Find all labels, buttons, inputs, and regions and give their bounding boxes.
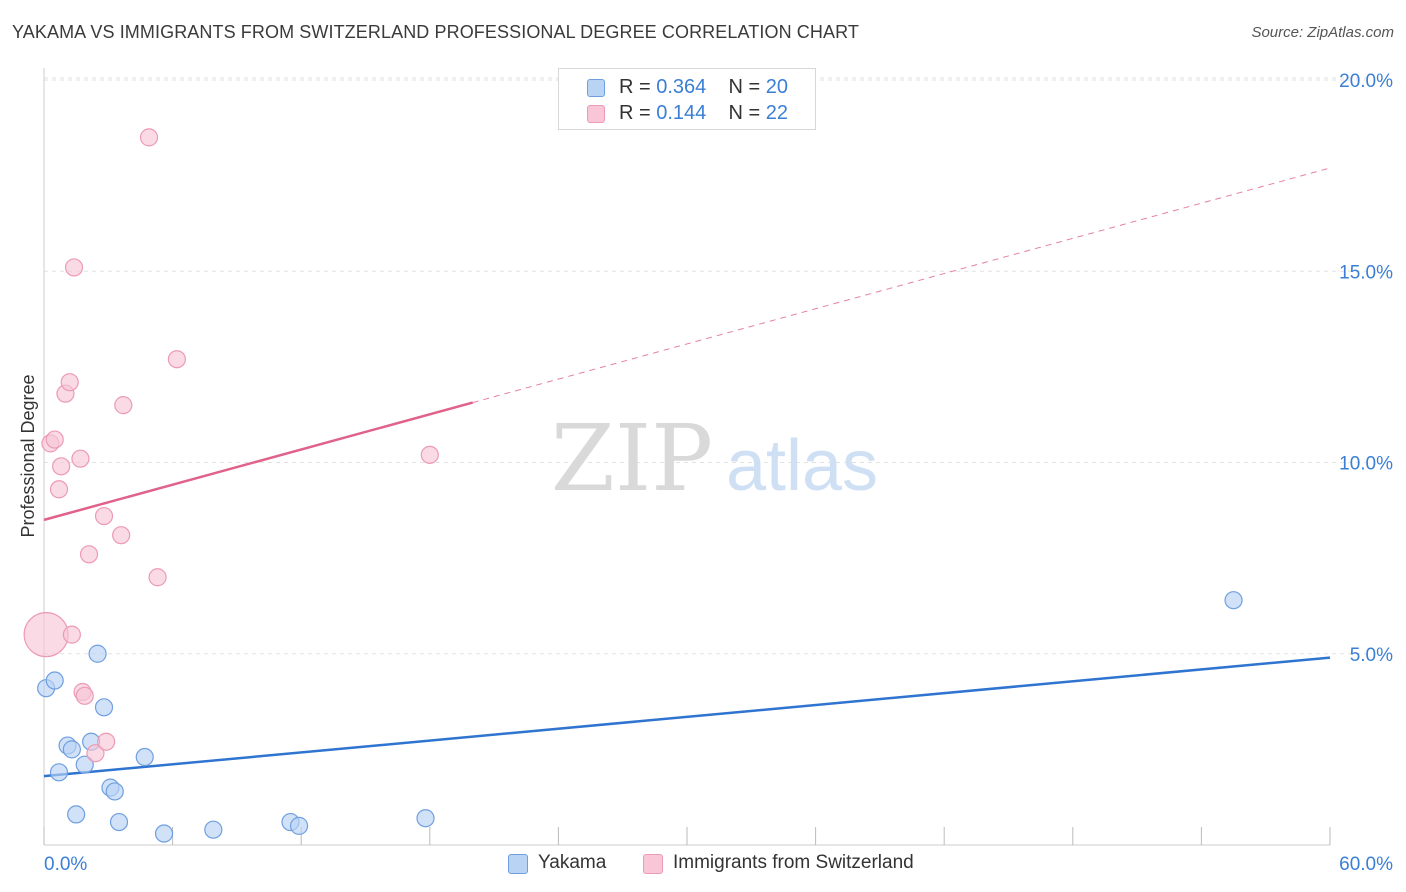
- data-point-yakama: [105, 782, 124, 801]
- data-point-switzerland: [64, 258, 84, 277]
- trend-line-solid-switzerland: [43, 401, 473, 522]
- data-point-yakama: [154, 824, 174, 843]
- data-point-yakama: [1224, 591, 1243, 610]
- legend-swatch-yakama: [587, 79, 605, 97]
- data-point-yakama: [416, 809, 435, 828]
- legend-n-value: 22: [765, 102, 789, 124]
- data-point-yakama: [45, 671, 64, 690]
- data-point-switzerland: [23, 612, 69, 658]
- data-point-switzerland: [71, 449, 90, 468]
- y-tick-label: 20.0%: [1339, 71, 1393, 92]
- legend-n-label: N =: [728, 76, 761, 98]
- y-axis-label: Professional Degree: [18, 374, 38, 537]
- watermark: ZIP atlas: [551, 405, 878, 512]
- legend-r-label: R =: [619, 76, 651, 98]
- data-point-yakama: [289, 816, 309, 835]
- data-point-yakama: [135, 747, 154, 767]
- y-tick-label: 15.0%: [1339, 262, 1393, 283]
- data-point-switzerland: [167, 350, 186, 369]
- data-point-switzerland: [60, 373, 79, 392]
- legend-r-value: 0.144: [656, 102, 707, 124]
- data-point-yakama: [204, 820, 223, 839]
- data-point-switzerland: [79, 545, 99, 564]
- correlation-legend: R = 0.364 N = 20 R = 0.144 N = 22: [558, 68, 816, 130]
- data-point-switzerland: [49, 480, 69, 499]
- data-point-switzerland: [139, 128, 159, 147]
- data-point-switzerland: [148, 568, 167, 587]
- y-tick-label: 5.0%: [1350, 645, 1393, 666]
- legend-n-label: N =: [728, 102, 761, 124]
- data-point-switzerland: [97, 732, 116, 751]
- legend-text-switzerland: R = 0.144 N = 22: [619, 102, 788, 125]
- trend-line-dashed-switzerland: [472, 167, 1331, 404]
- bottom-legend-swatch-yakama: [508, 854, 528, 874]
- gridlines: [44, 77, 1366, 655]
- bottom-legend-swatch-switzerland: [643, 854, 663, 874]
- x-tick-label: 60.0%: [1339, 854, 1393, 875]
- data-point-switzerland: [52, 457, 71, 476]
- legend-n-value: 20: [765, 76, 789, 98]
- data-point-yakama: [49, 763, 69, 782]
- chart-title: YAKAMA VS IMMIGRANTS FROM SWITZERLAND PR…: [12, 22, 859, 42]
- data-point-yakama: [67, 805, 86, 824]
- bottom-legend-label-switzerland: Immigrants from Switzerland: [673, 852, 914, 873]
- bottom-legend-label-yakama: Yakama: [538, 852, 607, 873]
- legend-r-value: 0.364: [656, 76, 707, 98]
- trend-lines: [43, 167, 1331, 778]
- watermark-zip: ZIP: [551, 405, 713, 512]
- data-point-switzerland: [114, 396, 133, 415]
- tick-labels: 5.0% 10.0% 15.0% 20.0% 0.0% 60.0%: [44, 71, 1393, 875]
- data-point-yakama: [88, 644, 107, 663]
- data-point-switzerland: [62, 625, 81, 644]
- data-point-yakama: [62, 740, 81, 759]
- data-point-switzerland: [94, 506, 114, 526]
- legend-swatch-switzerland: [587, 105, 605, 123]
- source-label: Source: ZipAtlas.com: [1251, 24, 1394, 41]
- x-tick-label: 0.0%: [44, 854, 87, 875]
- data-point-switzerland: [45, 430, 64, 449]
- data-points: [23, 128, 1243, 843]
- data-point-switzerland: [86, 744, 105, 763]
- data-point-yakama: [75, 755, 94, 774]
- legend-r-label: R =: [619, 102, 651, 124]
- data-point-switzerland: [112, 526, 131, 545]
- data-point-yakama: [94, 698, 114, 717]
- y-tick-label: 10.0%: [1339, 454, 1393, 475]
- data-point-switzerland: [75, 686, 94, 705]
- trend-line-yakama: [43, 656, 1331, 778]
- data-point-switzerland: [420, 445, 439, 464]
- watermark-atlas: atlas: [726, 426, 878, 506]
- legend-text-yakama: R = 0.364 N = 20: [619, 76, 788, 99]
- data-point-yakama: [109, 812, 129, 832]
- axes: [43, 68, 1331, 846]
